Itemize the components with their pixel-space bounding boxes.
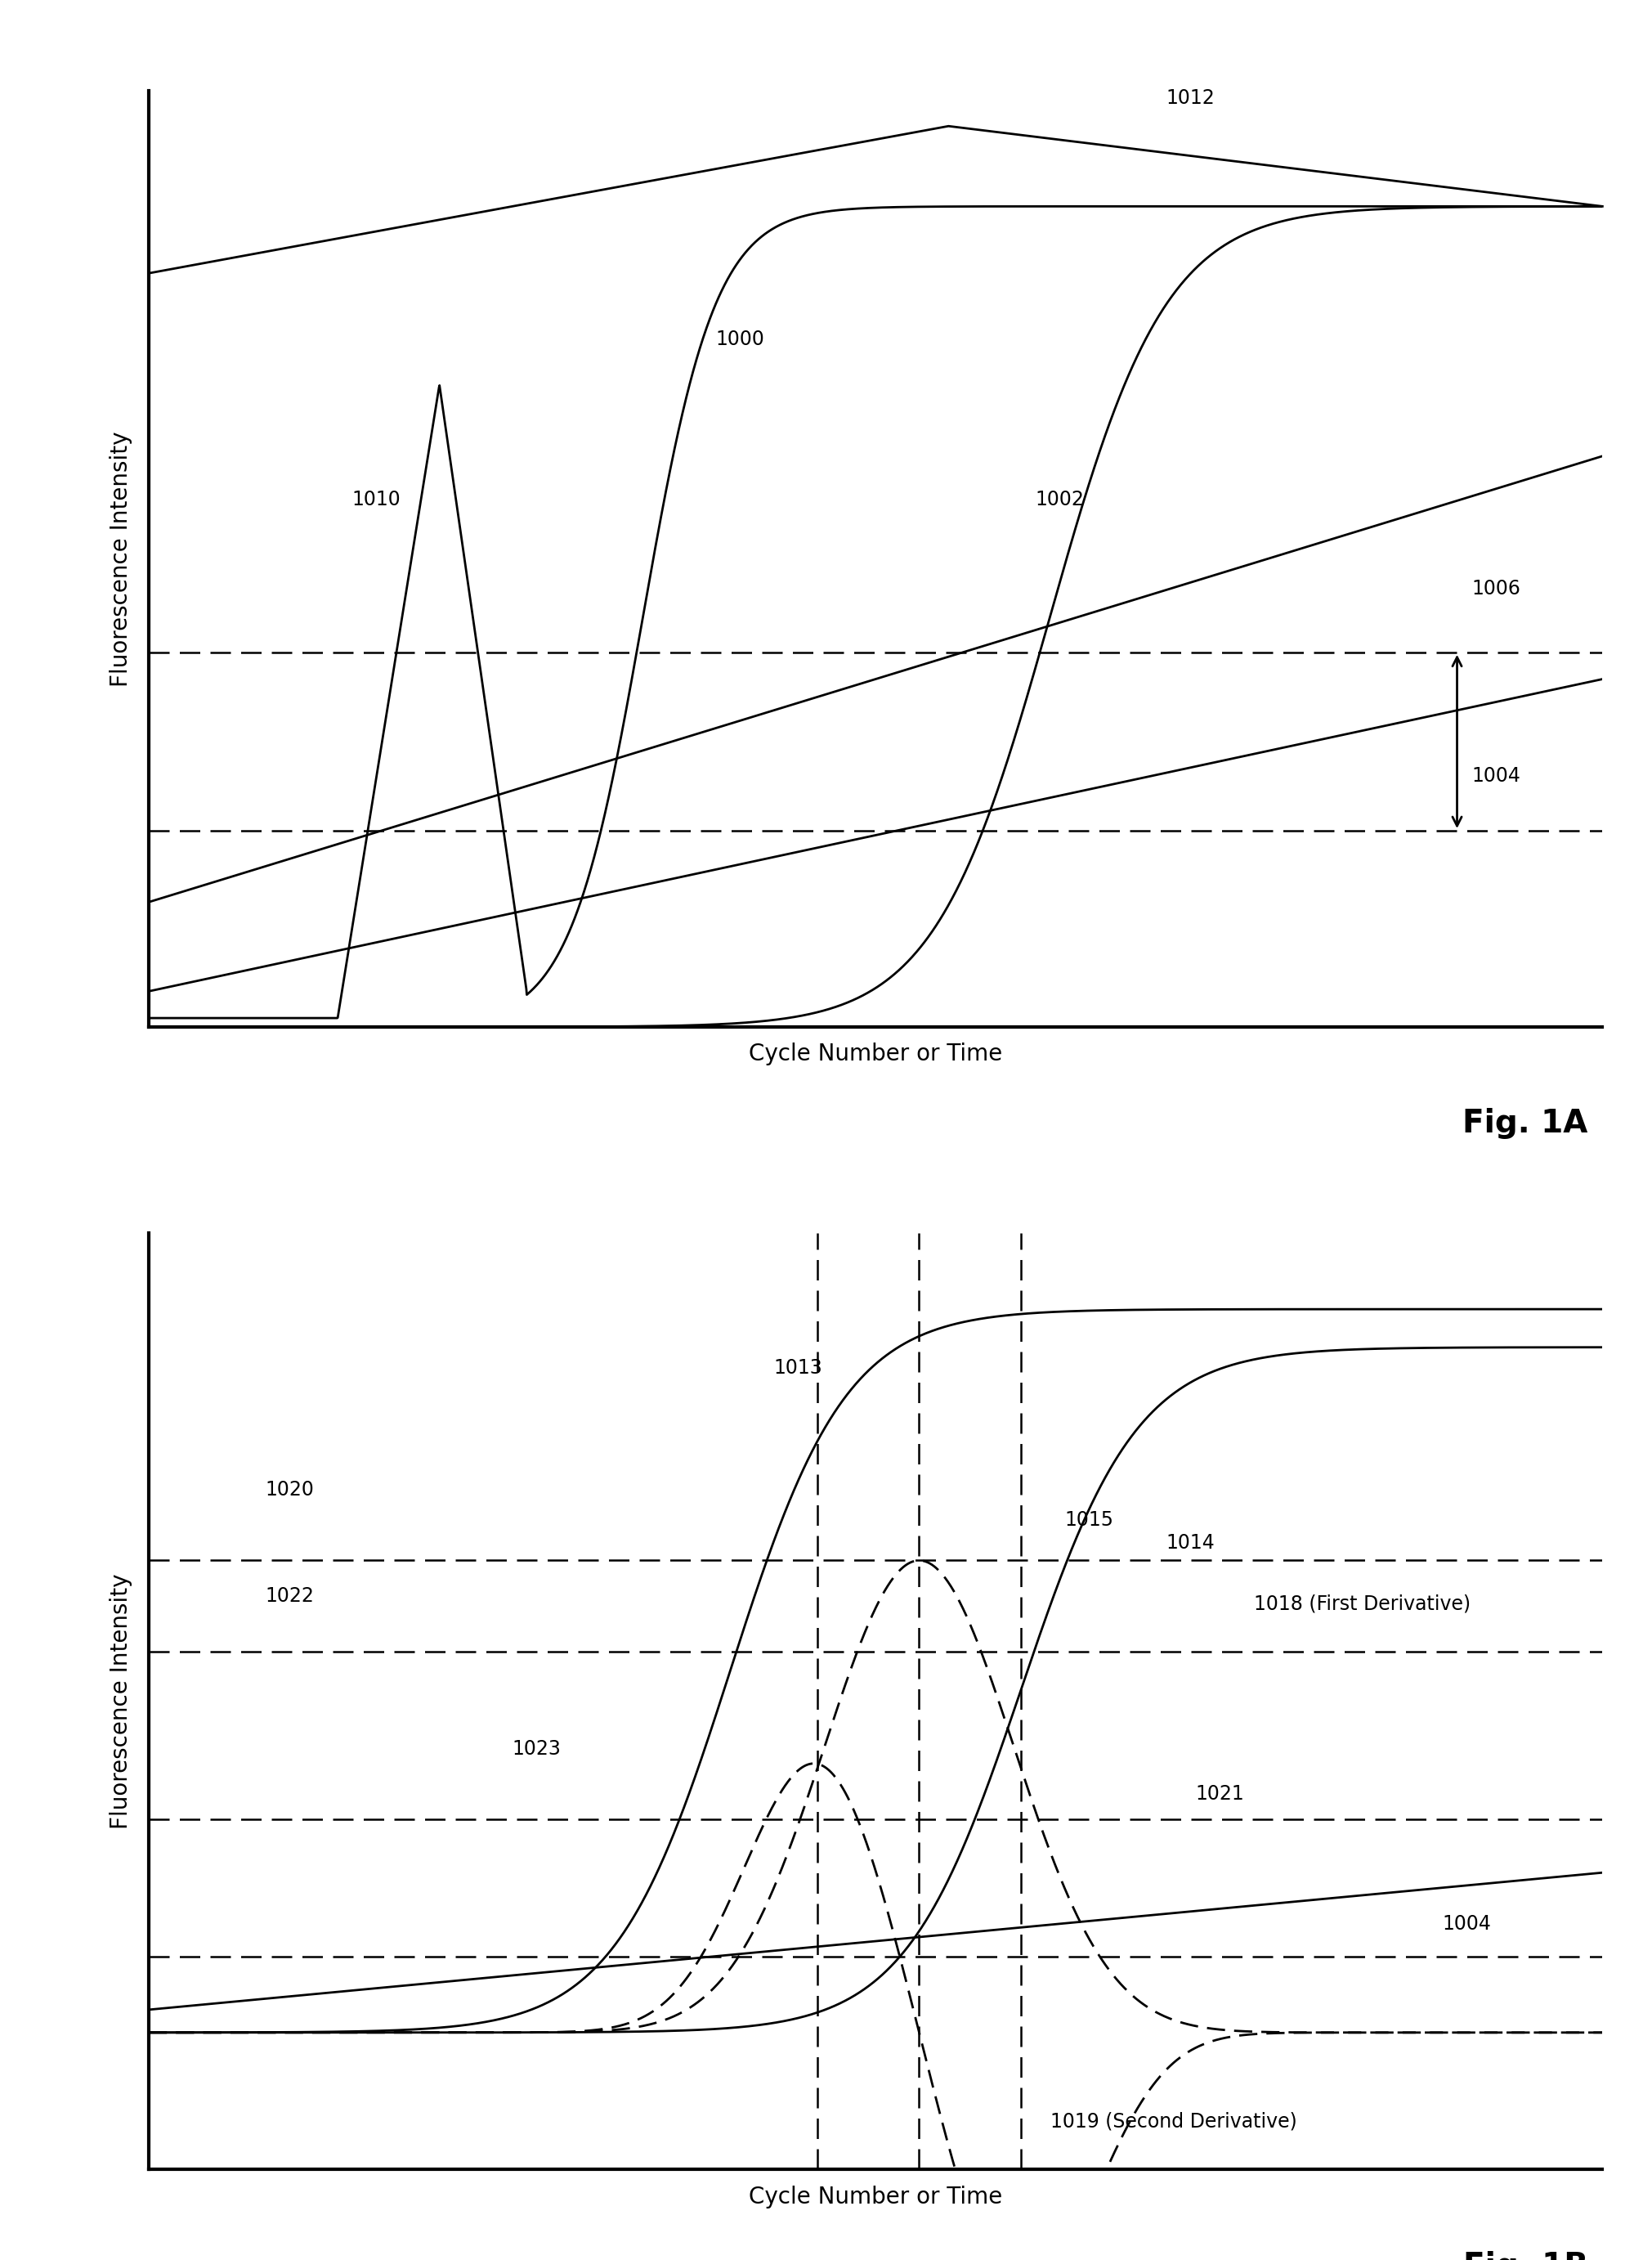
Text: 1023: 1023 <box>512 1738 562 1758</box>
Text: 1021: 1021 <box>1196 1785 1244 1803</box>
Text: Fig. 1A: Fig. 1A <box>1462 1107 1588 1139</box>
Y-axis label: Fluorescence Intensity: Fluorescence Intensity <box>111 1573 132 1828</box>
Text: 1019 (Second Derivative): 1019 (Second Derivative) <box>1051 2111 1297 2131</box>
Text: 1004: 1004 <box>1442 1914 1492 1935</box>
Text: 1022: 1022 <box>264 1587 314 1607</box>
X-axis label: Cycle Number or Time: Cycle Number or Time <box>748 2185 1003 2208</box>
Text: 1002: 1002 <box>1036 490 1084 508</box>
Text: 1020: 1020 <box>264 1480 314 1501</box>
Text: 1013: 1013 <box>773 1358 823 1379</box>
Text: 1004: 1004 <box>1472 766 1520 786</box>
X-axis label: Cycle Number or Time: Cycle Number or Time <box>748 1042 1003 1067</box>
Text: 1010: 1010 <box>352 490 401 508</box>
Text: 1014: 1014 <box>1166 1532 1216 1553</box>
Text: 1018 (First Derivative): 1018 (First Derivative) <box>1254 1593 1470 1614</box>
Text: 1012: 1012 <box>1166 88 1216 108</box>
Text: 1000: 1000 <box>715 330 765 348</box>
Text: Fig. 1B: Fig. 1B <box>1464 2251 1588 2260</box>
Text: 1006: 1006 <box>1472 579 1520 599</box>
Text: 1015: 1015 <box>1064 1510 1113 1530</box>
Y-axis label: Fluorescence Intensity: Fluorescence Intensity <box>111 432 132 687</box>
